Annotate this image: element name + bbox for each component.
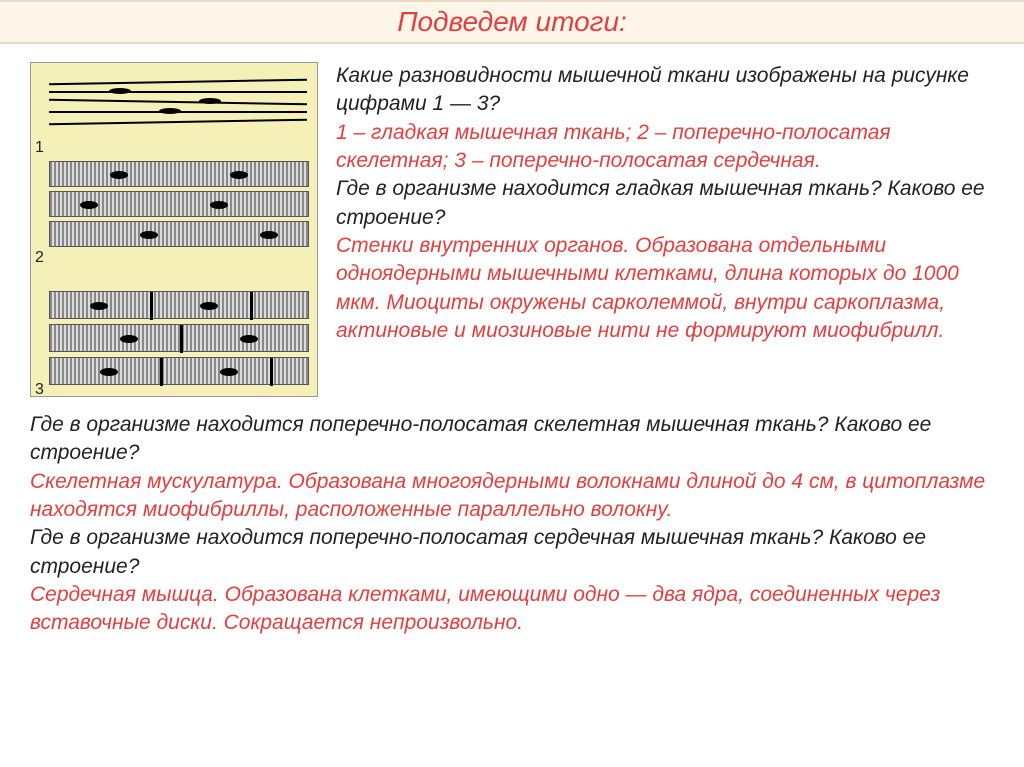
answer-1: 1 – гладкая мышечная ткань; 2 – поперечн… [336,119,994,176]
question-2: Где в организме находится гладкая мышечн… [336,175,994,232]
label-3: 3 [35,381,44,399]
header-title: Подведем итоги: [0,6,1024,38]
label-1: 1 [35,139,44,157]
skeletal-fiber [49,161,309,187]
top-text-block: Какие разновидности мышечной ткани изобр… [336,62,994,397]
content-area: 1 2 [0,44,1024,648]
muscle-tissue-diagram: 1 2 [30,62,318,397]
summary-header: Подведем итоги: [0,0,1024,44]
answer-2: Стенки внутренних органов. Образована от… [336,232,994,345]
cardiac-fiber [49,291,309,319]
cardiac-fiber [49,357,309,385]
answer-3: Скелетная мускулатура. Образована многоя… [30,468,994,525]
question-3: Где в организме находится поперечно-поло… [30,411,994,468]
top-section: 1 2 [30,62,994,397]
answer-4: Сердечная мышца. Образована клетками, им… [30,581,994,638]
label-2: 2 [35,249,44,267]
smooth-muscle-tissue [49,73,307,145]
skeletal-fiber [49,221,309,247]
bottom-text-block: Где в организме находится поперечно-поло… [30,411,994,638]
cardiac-fiber [49,324,309,352]
question-1: Какие разновидности мышечной ткани изобр… [336,62,994,119]
question-4: Где в организме находится поперечно-поло… [30,524,994,581]
skeletal-fiber [49,191,309,217]
